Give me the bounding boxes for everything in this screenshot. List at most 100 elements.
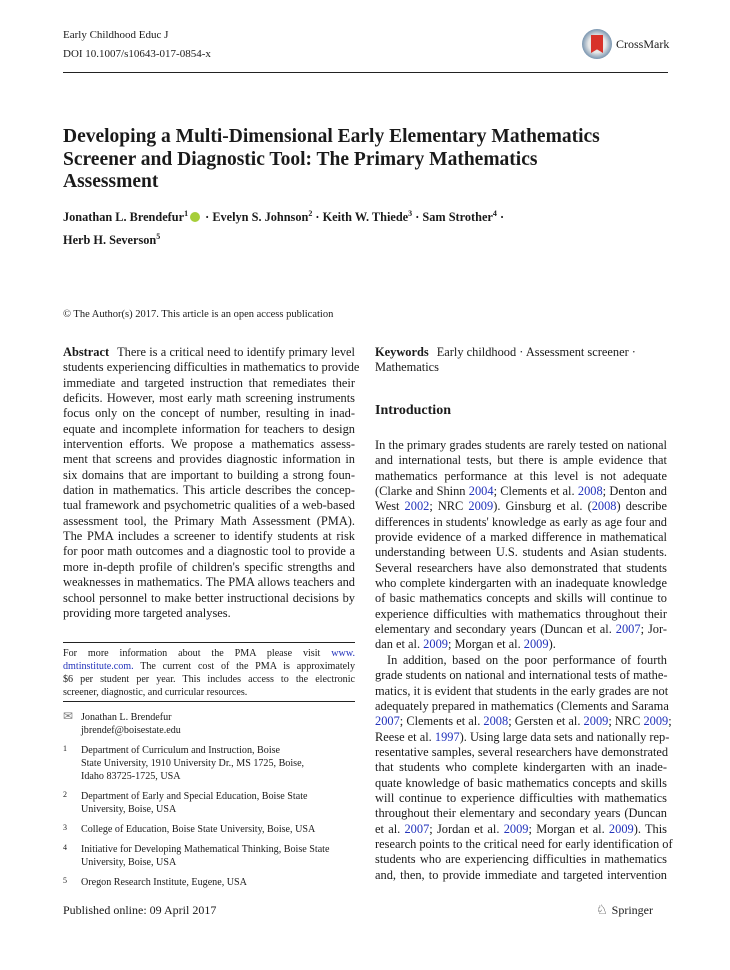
author-name[interactable]: Sam Strother bbox=[422, 210, 493, 225]
footnote-rule bbox=[63, 701, 355, 702]
citation-link[interactable]: dmtinstitute.com. bbox=[63, 661, 134, 672]
affiliation-line: Department of Curriculum and Instruction… bbox=[81, 745, 281, 756]
text-line: In addition, based on the poor performan… bbox=[387, 652, 667, 667]
crossmark-button[interactable]: CrossMark bbox=[582, 29, 669, 59]
text-line: and, then, to provide immediate and targ… bbox=[375, 867, 667, 882]
affiliation: 5 Oregon Research Institute, Eugene, USA bbox=[63, 876, 355, 889]
citation-link[interactable]: 2008 bbox=[483, 714, 509, 729]
citation-link[interactable]: 2009 bbox=[583, 714, 609, 729]
text-line: school personnel to make better instruct… bbox=[63, 590, 355, 605]
text-line: assessment tool, the Primary Math Assess… bbox=[63, 513, 355, 528]
citation-link[interactable]: 2008 bbox=[577, 484, 603, 499]
author-name[interactable]: Jonathan L. Brendefur bbox=[63, 210, 185, 225]
text-line: six domains that are important to buildi… bbox=[63, 467, 355, 482]
citation-link[interactable]: 2009 bbox=[503, 821, 529, 836]
affiliation-marker: 3 bbox=[408, 209, 413, 218]
text-line: Keywords Early childhood · Assessment scr… bbox=[375, 345, 636, 359]
text-line: dation in mathematics. This article desc… bbox=[63, 483, 355, 498]
affiliation-number: 4 bbox=[63, 843, 67, 852]
text-line: Several researchers have also demonstrat… bbox=[375, 560, 667, 575]
text-line: immediate and targeted instruction that … bbox=[63, 375, 355, 390]
citation-link[interactable]: 2007 bbox=[615, 622, 641, 637]
text-line: adequately prepared in mathematics (Clem… bbox=[375, 698, 669, 713]
affiliation-marker: 2 bbox=[308, 209, 313, 218]
footnote-rule bbox=[63, 642, 355, 643]
text-line: students who are experiencing difficulti… bbox=[375, 852, 667, 867]
citation-link[interactable]: 2002 bbox=[404, 499, 430, 514]
affiliation-line: State University, 1910 University Dr., M… bbox=[81, 758, 305, 769]
affiliation: 1 Department of Curriculum and Instructio… bbox=[63, 744, 355, 783]
citation-link[interactable]: 2009 bbox=[608, 821, 634, 836]
affiliation-number: 2 bbox=[63, 790, 67, 799]
affiliation-line: Department of Early and Special Educatio… bbox=[81, 791, 308, 802]
text-line: will continue to experience difficulties… bbox=[375, 790, 667, 805]
text-line: providing more targeted analyses. bbox=[63, 605, 231, 620]
author-name[interactable]: Keith W. Thiede bbox=[322, 210, 409, 225]
crossmark-label: CrossMark bbox=[616, 36, 670, 51]
header-rule bbox=[63, 72, 668, 73]
text-line: understanding between U.S. students and … bbox=[375, 545, 667, 560]
text-line: screener, diagnostic, and curricular res… bbox=[63, 687, 248, 698]
journal-name: Early Childhood Educ J bbox=[63, 29, 169, 41]
abstract-label: Abstract bbox=[63, 345, 110, 359]
author-name[interactable]: Evelyn S. Johnson bbox=[212, 210, 309, 225]
citation-link[interactable]: 2004 bbox=[468, 484, 494, 499]
publisher-name: Springer bbox=[611, 902, 653, 917]
author-list: Jonathan L. Brendefur1 · Evelyn S. Johns… bbox=[63, 209, 505, 248]
citation-link[interactable]: 2009 bbox=[423, 637, 448, 652]
text-line: et al. 2007; Jordan et al. 2009; Morgan … bbox=[375, 821, 667, 836]
affiliation-line: University, Boise, USA bbox=[81, 804, 177, 815]
citation-link[interactable]: 2009 bbox=[523, 637, 549, 652]
footnote: For more information about the PMA pleas… bbox=[63, 647, 355, 699]
text-line: In the primary grades students are rarel… bbox=[375, 438, 667, 452]
envelope-icon: ✉ bbox=[63, 709, 74, 723]
text-line: deficits. However, most early math scree… bbox=[63, 391, 355, 406]
affiliation: 2 Department of Early and Special Educati… bbox=[63, 790, 355, 816]
affiliation-number: 1 bbox=[63, 744, 67, 753]
crossmark-icon bbox=[582, 29, 612, 59]
citation-link[interactable]: 2009 bbox=[643, 714, 669, 729]
copyright-notice: © The Author(s) 2017. This article is an… bbox=[63, 309, 334, 320]
citation-link[interactable]: www. bbox=[331, 648, 355, 659]
text-line: dmtinstitute.com. The current cost of th… bbox=[63, 661, 355, 672]
text-line: West 2002; NRC 2009). Ginsburg et al. (2… bbox=[375, 499, 667, 514]
text-line: ment that screens and provides diagnosti… bbox=[63, 452, 355, 467]
text-line: research points to the critical need for… bbox=[375, 836, 673, 851]
text-line: Mathematics bbox=[375, 360, 439, 375]
author-name[interactable]: Herb H. Severson bbox=[63, 233, 157, 248]
text-line: Reese et al. 1997). Using large data set… bbox=[375, 729, 670, 744]
title-line: Assessment bbox=[63, 171, 159, 192]
title-line: Developing a Multi-Dimensional Early Ele… bbox=[63, 126, 600, 147]
email-link[interactable]: jbrendef@boisestate.edu bbox=[81, 725, 181, 736]
text-line: resentative samples, several researchers… bbox=[375, 744, 669, 759]
text-line: (Clarke and Shinn 2004; Clements et al. … bbox=[375, 484, 668, 499]
text-line: that students who complete kindergarten … bbox=[375, 760, 667, 775]
text-line: $6 per student per year. This includes a… bbox=[63, 674, 355, 685]
citation-link[interactable]: 1997 bbox=[434, 729, 460, 744]
springer-horse-icon: ♘ bbox=[596, 902, 608, 917]
affiliation-line: Oregon Research Institute, Eugene, USA bbox=[81, 877, 247, 888]
affiliation-marker: 5 bbox=[156, 232, 161, 242]
citation-link[interactable]: 2008 bbox=[591, 499, 617, 514]
affiliation-line: Idaho 83725-1725, USA bbox=[81, 771, 181, 782]
text-line: provide evidence of a marked difference … bbox=[375, 530, 667, 545]
article-title: Developing a Multi-Dimensional Early Ele… bbox=[63, 126, 663, 194]
affiliation-line: University, Boise, USA bbox=[81, 857, 177, 868]
section-heading: Introduction bbox=[375, 403, 451, 418]
text-line: intervention efforts. We propose a mathe… bbox=[63, 437, 355, 452]
text-line: The PMA includes a screener to identify … bbox=[63, 529, 355, 544]
publisher-logo: ♘ Springer bbox=[596, 902, 653, 918]
title-line: Screener and Diagnostic Tool: The Primar… bbox=[63, 148, 538, 170]
doi[interactable]: DOI 10.1007/s10643-017-0854-x bbox=[63, 48, 211, 60]
text-line: students experiencing difficulties in ma… bbox=[63, 360, 360, 375]
text-line: experience difficulties with mathematics… bbox=[375, 606, 667, 621]
text-line: Abstract There is a critical need to iden… bbox=[63, 345, 355, 359]
orcid-icon[interactable] bbox=[190, 212, 201, 223]
citation-link[interactable]: 2009 bbox=[468, 499, 494, 514]
keywords-label: Keywords bbox=[375, 345, 429, 359]
text-line: weaknesses in mathematics. The PMA allow… bbox=[63, 575, 355, 590]
citation-link[interactable]: 2007 bbox=[404, 821, 430, 836]
affiliation: 3 College of Education, Boise State Unive… bbox=[63, 823, 355, 836]
citation-link[interactable]: 2007 bbox=[375, 714, 400, 729]
published-date: Published online: 09 April 2017 bbox=[63, 903, 217, 917]
